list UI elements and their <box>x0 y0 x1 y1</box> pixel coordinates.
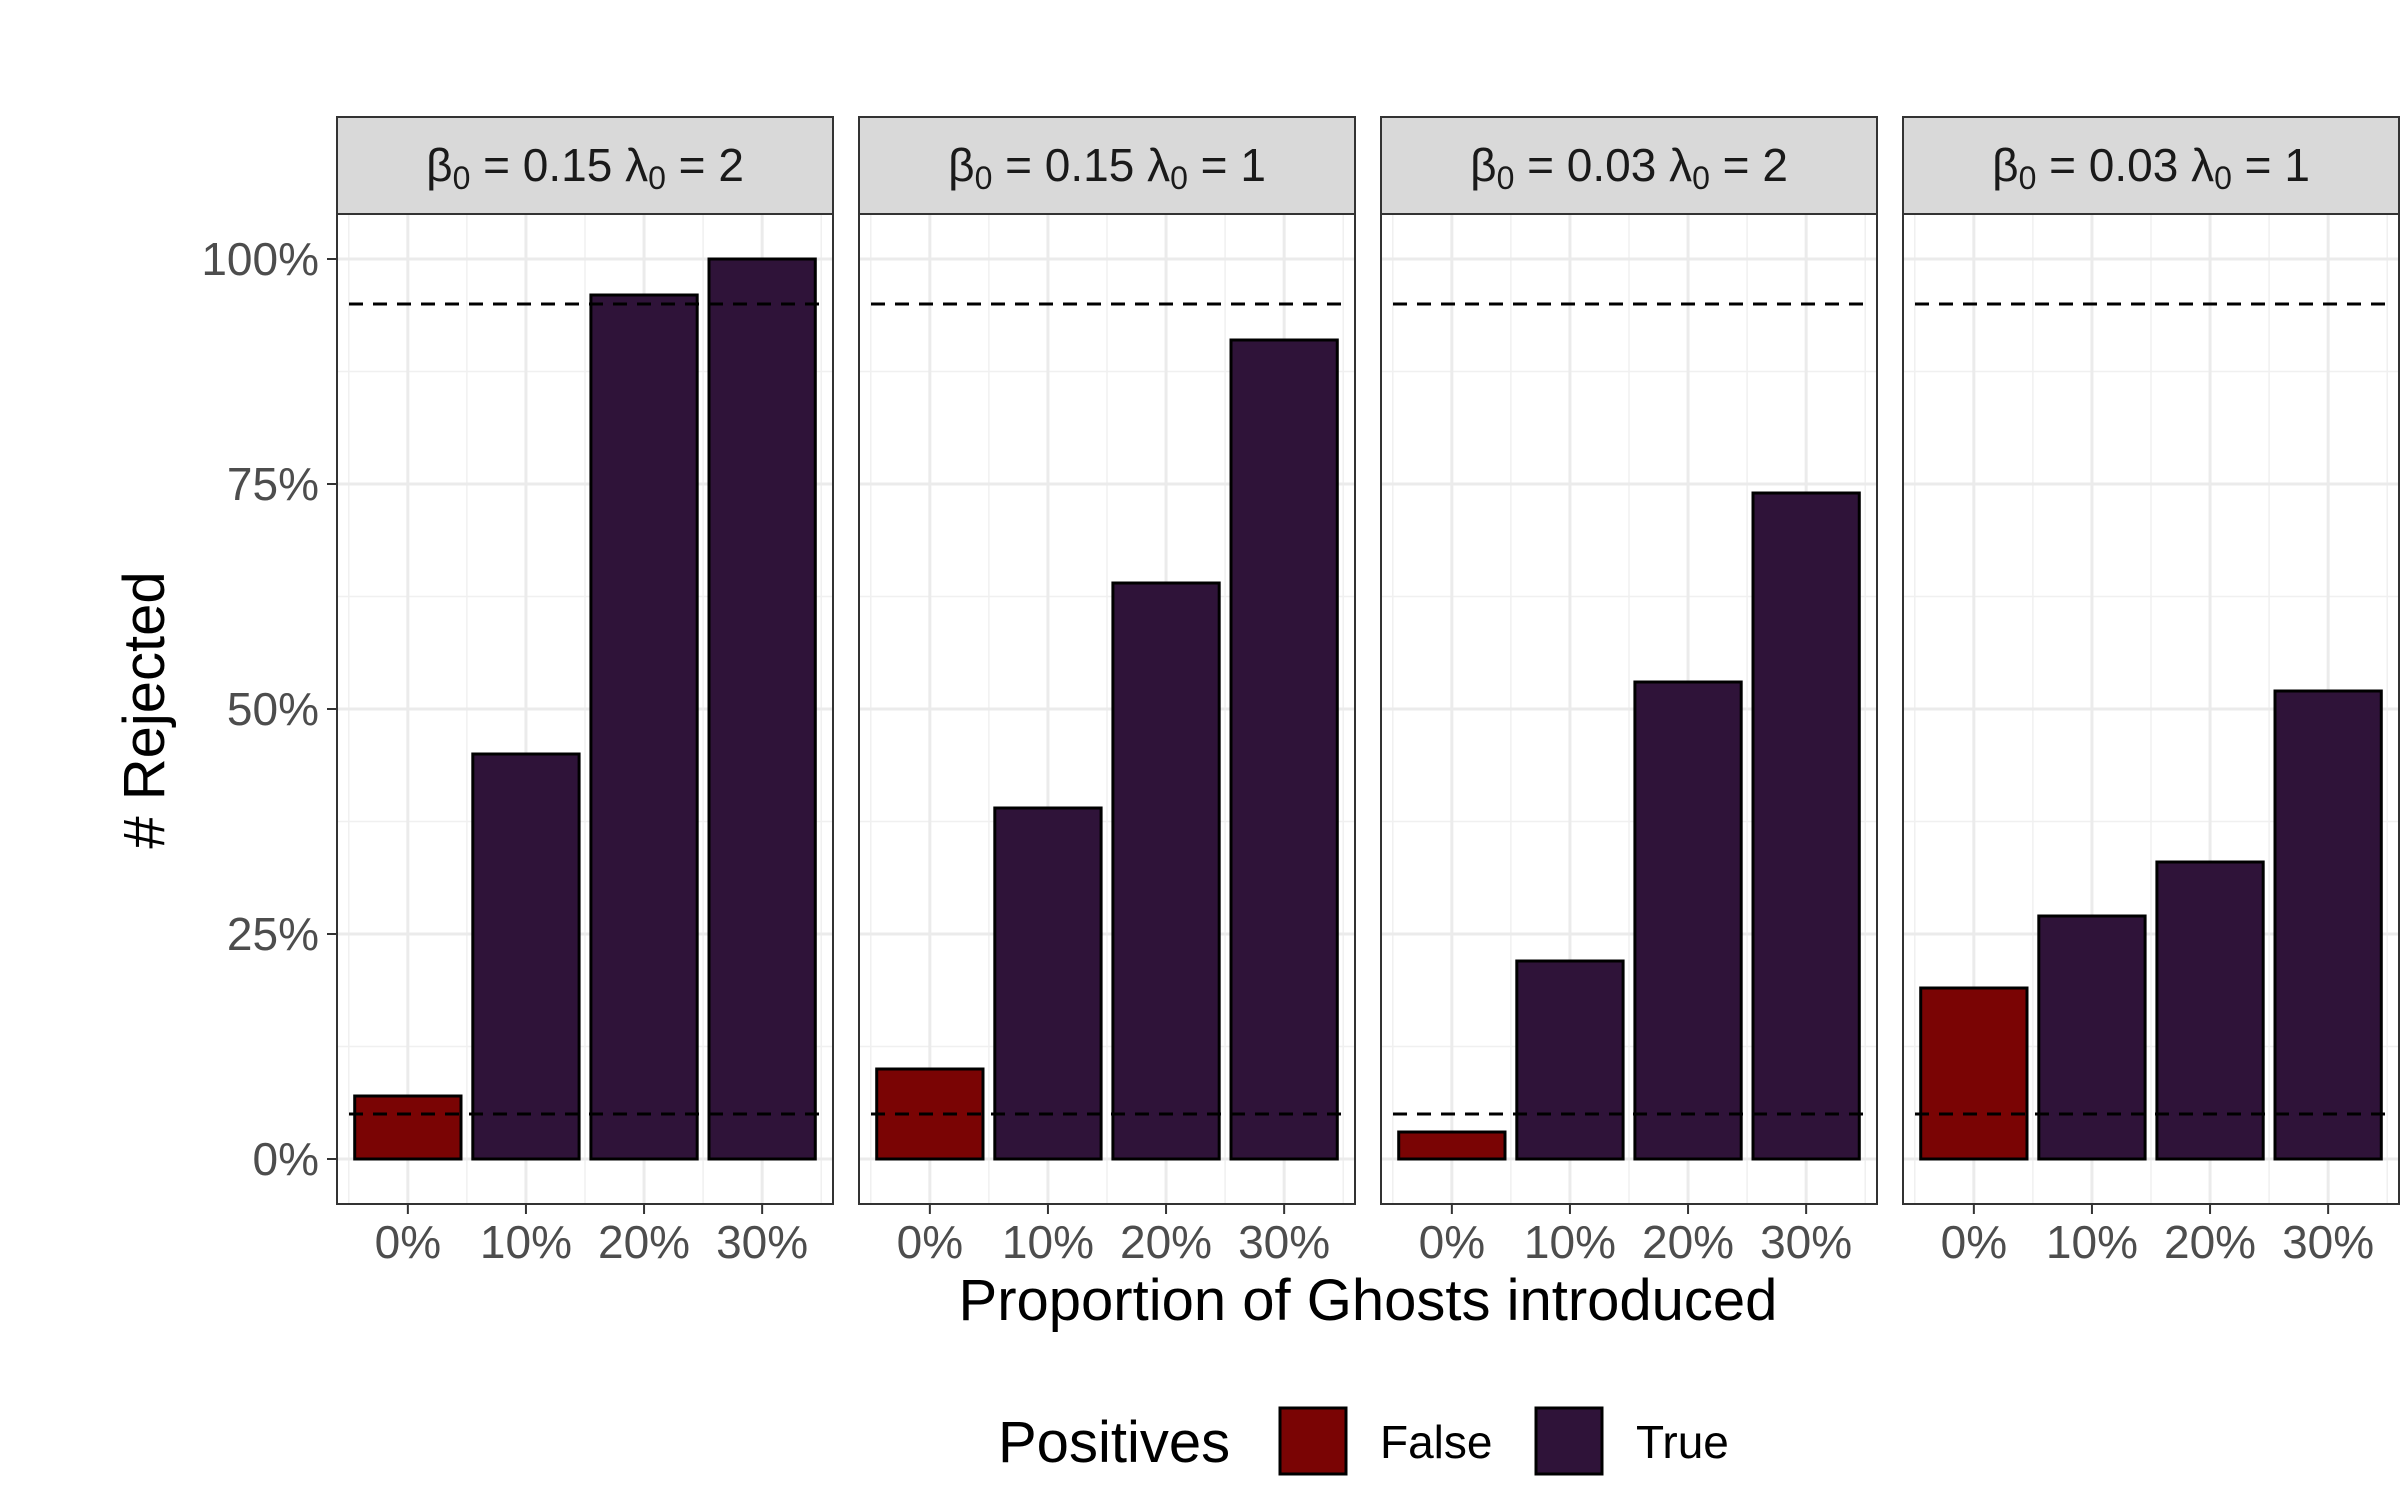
bar-20pct-true <box>1111 581 1221 1161</box>
bar-30pct-true <box>2273 689 2383 1161</box>
legend-label-true: True <box>1636 1416 1729 1468</box>
y-tick-label: 25% <box>227 908 319 960</box>
facet-strip-label: β0 = 0.15 λ0 = 1 <box>948 139 1266 196</box>
bar-10pct-true <box>2037 914 2147 1161</box>
bar-20pct-true <box>589 293 699 1161</box>
facet-panel-4: β0 = 0.03 λ0 = 1 0% 10% 20% 30% <box>1902 116 2400 1268</box>
bar-20pct-true <box>2155 860 2265 1161</box>
y-tick-label: 100% <box>201 233 319 285</box>
x-tick-label: 10% <box>1524 1216 1616 1268</box>
bar-30pct-true <box>1229 338 1339 1161</box>
x-tick-label: 0% <box>1419 1216 1485 1268</box>
x-tick-label: 0% <box>375 1216 441 1268</box>
bar-0pct-false <box>1919 986 2029 1161</box>
facet-panel-3: β0 = 0.03 λ0 = 2 0% 10% 20% 30% <box>1380 116 1878 1268</box>
x-tick-label: 0% <box>897 1216 963 1268</box>
x-tick-label: 20% <box>598 1216 690 1268</box>
facet-strip-label: β0 = 0.03 λ0 = 2 <box>1470 139 1788 196</box>
x-tick-label: 20% <box>2164 1216 2256 1268</box>
y-tick-label: 0% <box>253 1133 319 1185</box>
x-tick-label: 30% <box>2282 1216 2374 1268</box>
bar-10pct-true <box>993 806 1103 1161</box>
x-tick-label: 30% <box>716 1216 808 1268</box>
facet-panel-2: β0 = 0.15 λ0 = 1 0% 10% 20% 30% <box>858 116 1356 1268</box>
x-axis-title: Proportion of Ghosts introduced <box>959 1268 1778 1333</box>
x-tick-label: 10% <box>2046 1216 2138 1268</box>
y-axis-title: # Rejected <box>112 571 177 848</box>
legend-key-true <box>1534 1406 1604 1476</box>
bar-30pct-true <box>707 257 817 1161</box>
facet-strip-label: β0 = 0.03 λ0 = 1 <box>1992 139 2310 196</box>
facet-strip-label: β0 = 0.15 λ0 = 2 <box>426 139 744 196</box>
legend-label-false: False <box>1380 1416 1492 1468</box>
facet-strip <box>336 116 834 215</box>
x-tick-label: 0% <box>1941 1216 2007 1268</box>
x-tick-label: 30% <box>1238 1216 1330 1268</box>
y-tick-label: 75% <box>227 458 319 510</box>
bar-10pct-true <box>471 752 581 1161</box>
x-tick-label: 10% <box>480 1216 572 1268</box>
y-tick-label: 50% <box>227 683 319 735</box>
bar-0pct-false <box>353 1094 463 1161</box>
legend-title: Positives <box>998 1410 1230 1475</box>
facet-strip <box>1380 116 1878 215</box>
bar-0pct-false <box>1397 1130 1507 1161</box>
facet-strip <box>1902 116 2400 215</box>
facet-strip <box>858 116 1356 215</box>
x-tick-label: 20% <box>1120 1216 1212 1268</box>
bar-30pct-true <box>1751 491 1861 1161</box>
x-tick-label: 10% <box>1002 1216 1094 1268</box>
x-tick-label: 30% <box>1760 1216 1852 1268</box>
bar-10pct-true <box>1515 959 1625 1161</box>
x-tick-label: 20% <box>1642 1216 1734 1268</box>
legend: Positives False True <box>998 1406 1729 1476</box>
facet-panel-1: β0 = 0.15 λ0 = 2 0% 10% 20% 30% <box>336 116 834 1268</box>
legend-key-false <box>1278 1406 1348 1476</box>
bar-20pct-true <box>1633 680 1743 1161</box>
